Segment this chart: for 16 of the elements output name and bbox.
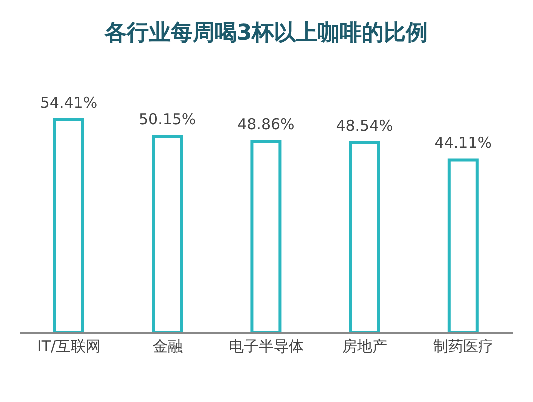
data-label: 48.86% [238, 116, 295, 134]
bar [250, 140, 282, 334]
x-tick-label: 制药医疗 [434, 338, 494, 356]
data-label: 48.54% [336, 116, 394, 135]
bar [152, 135, 184, 334]
data-label: 44.11% [434, 134, 492, 152]
x-tick-label: IT/互联网 [37, 338, 102, 356]
x-tick-label: 金融 [152, 338, 183, 356]
data-label: 50.15% [139, 110, 196, 129]
data-label: 54.41% [40, 94, 98, 112]
bar [54, 118, 84, 334]
x-tick-label: 房地产 [342, 338, 388, 356]
bar [349, 141, 380, 334]
chart-title: 各行业每周喝3杯以上咖啡的比例 [104, 20, 430, 48]
x-tick-label: 电子半导体 [229, 338, 304, 356]
bar [448, 158, 479, 334]
